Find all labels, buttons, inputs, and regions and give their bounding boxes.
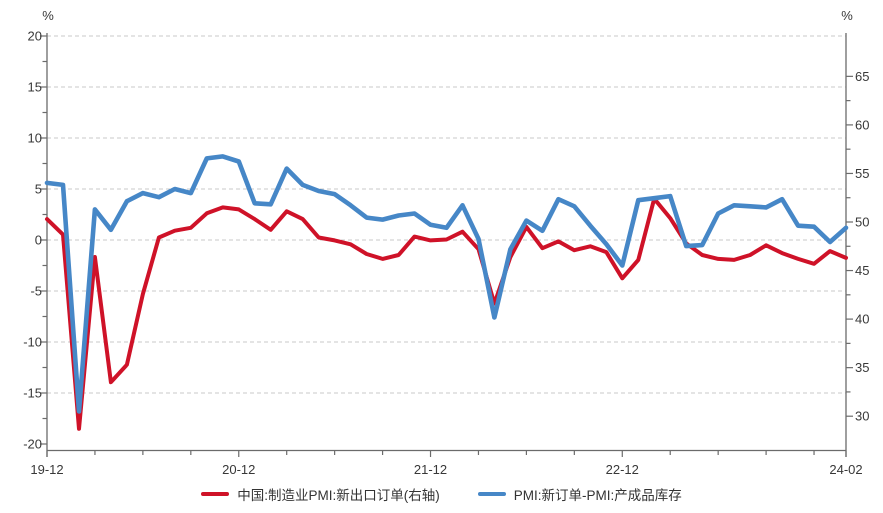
x-axis-tick-label: 21-12 <box>414 462 447 477</box>
left-axis-tick-label: 10 <box>28 131 42 146</box>
left-axis-unit-label: % <box>42 8 54 23</box>
left-axis-tick-label: 20 <box>28 29 42 44</box>
left-axis-tick-label: 0 <box>35 233 42 248</box>
x-axis-tick-label: 22-12 <box>606 462 639 477</box>
left-axis-tick-label: -5 <box>30 284 42 299</box>
right-axis-tick-label: 50 <box>855 215 869 230</box>
legend-item-orders-minus-inventory: PMI:新订单-PMI:产成品库存 <box>477 484 682 504</box>
x-axis-tick-label: 24-02 <box>829 462 862 477</box>
right-axis-unit-label: % <box>841 8 853 23</box>
right-axis-tick-label: 30 <box>855 409 869 424</box>
left-axis-tick-label: 15 <box>28 80 42 95</box>
legend-label-orders-minus-inventory: PMI:新订单-PMI:产成品库存 <box>513 488 682 503</box>
right-axis-tick-label: 45 <box>855 263 869 278</box>
left-axis-tick-label: -10 <box>23 335 42 350</box>
left-axis-tick-label: -20 <box>23 437 42 452</box>
x-axis-tick-label: 20-12 <box>222 462 255 477</box>
legend-label-new-export-orders: 中国:制造业PMI:新出口订单(右轴) <box>237 488 440 503</box>
red-series-line <box>45 196 848 431</box>
right-axis-tick-label: 65 <box>855 69 869 84</box>
blue-series-line <box>44 154 849 414</box>
left-axis-tick-label: 5 <box>35 182 42 197</box>
right-axis-tick-label: 35 <box>855 360 869 375</box>
red-line-swatch <box>201 491 230 497</box>
chart-legend: 中国:制造业PMI:新出口订单(右轴) PMI:新订单-PMI:产成品库存 <box>0 484 883 504</box>
right-axis-tick-label: 40 <box>855 312 869 327</box>
blue-line-swatch <box>477 491 506 497</box>
right-axis-tick-label: 60 <box>855 117 869 132</box>
x-axis-tick-label: 19-12 <box>30 462 63 477</box>
pmi-line-chart: 20151050-5-10-15-20656055504540353019-12… <box>23 8 869 477</box>
right-axis-tick-label: 55 <box>855 166 869 181</box>
left-axis-tick-label: -15 <box>23 386 42 401</box>
legend-item-new-export-orders: 中国:制造业PMI:新出口订单(右轴) <box>201 484 440 504</box>
